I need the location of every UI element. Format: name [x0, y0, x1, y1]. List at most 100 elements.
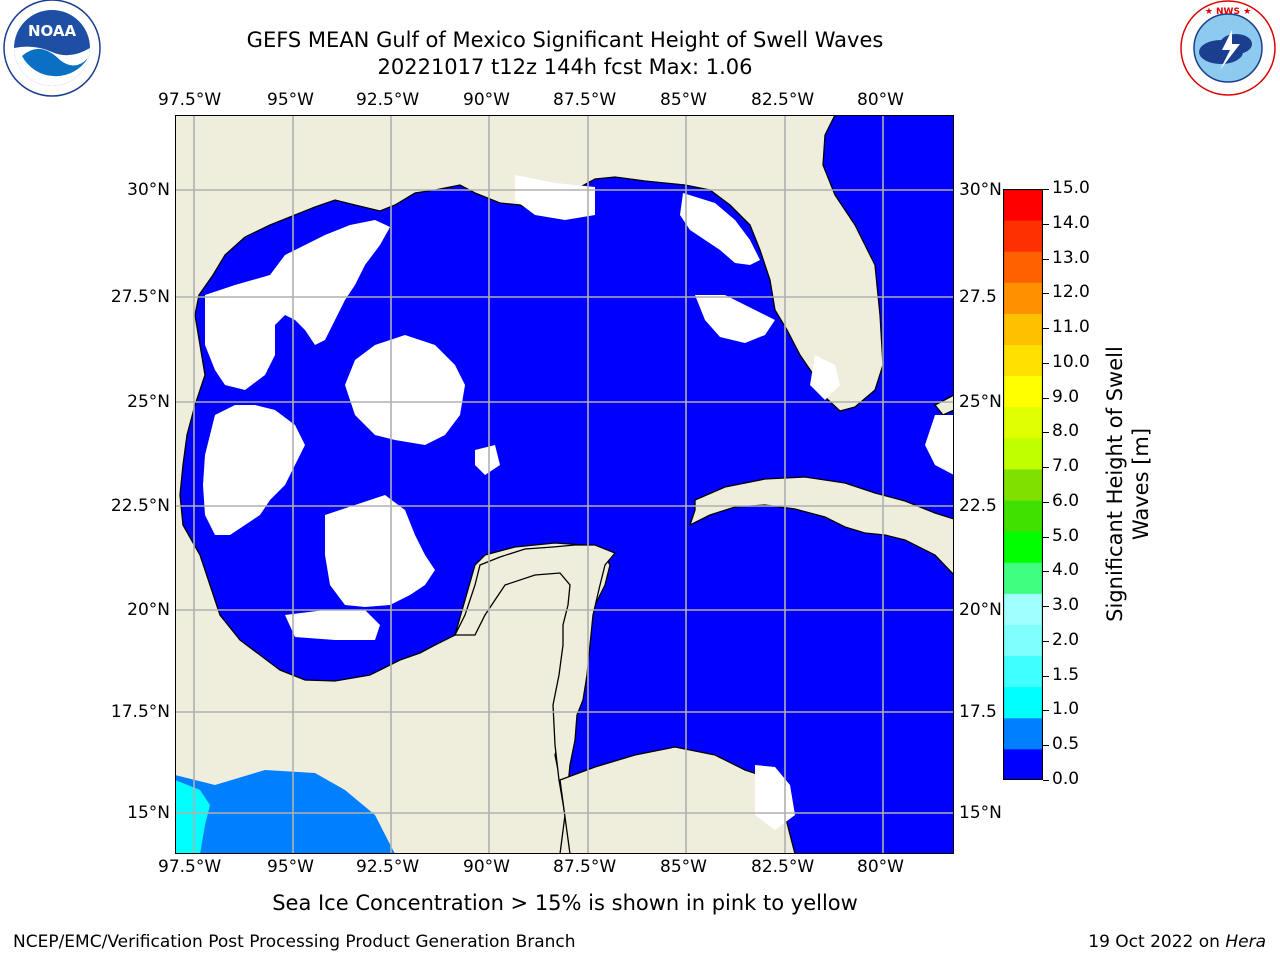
lon-label-bottom: 97.5°W [158, 857, 222, 877]
colorbar-segment [1003, 220, 1043, 252]
svg-text:★ NWS ★: ★ NWS ★ [1205, 7, 1251, 17]
colorbar-segment [1003, 624, 1043, 657]
lon-label-top: 95°W [267, 90, 314, 110]
central-america-land [453, 544, 617, 855]
colorbar-tick-mark [1043, 606, 1049, 608]
colorbar-segment [1003, 531, 1043, 563]
colorbar-tick-mark [1043, 710, 1049, 712]
lon-label-top: 90°W [463, 90, 510, 110]
colorbar-segment [1003, 313, 1043, 346]
colorbar-tick-mark [1043, 467, 1049, 469]
colorbar-tick-label: 2.0 [1052, 629, 1080, 650]
colorbar-tick-label: 8.0 [1052, 421, 1080, 442]
lat-label-right: 25°N [959, 392, 1002, 412]
colorbar-tick-mark [1043, 328, 1049, 330]
colorbar-tick-mark [1043, 362, 1049, 364]
colorbar-tick-label: 7.0 [1052, 456, 1080, 477]
calm-sea-patches [203, 175, 954, 830]
footer-right: 19 Oct 2022 on Hera [1088, 932, 1266, 952]
lat-label-left: 25°N [127, 392, 170, 412]
colorbar-segment [1003, 406, 1043, 439]
colorbar-segment [1003, 748, 1043, 781]
title-line-1: GEFS MEAN Gulf of Mexico Significant Hei… [246, 28, 884, 52]
colorbar-tick-mark [1043, 536, 1049, 538]
colorbar-segment [1003, 500, 1043, 532]
footer-date: 19 Oct 2022 on [1088, 932, 1226, 952]
lat-label-right: 22.5 [959, 496, 997, 516]
lat-label-right: 15°N [959, 803, 1002, 823]
colorbar-tick-label: 5.0 [1052, 525, 1080, 546]
lat-label-left: 20°N [127, 600, 170, 620]
colorbar-tick-mark [1043, 258, 1049, 260]
colorbar-tick-mark [1043, 293, 1049, 295]
colorbar-tick-label: 1.0 [1052, 699, 1080, 720]
colorbar-tick-mark [1043, 745, 1049, 747]
lon-label-bottom: 82.5°W [751, 857, 815, 877]
lat-label-left: 17.5°N [110, 702, 170, 722]
lon-label-bottom: 90°W [463, 857, 510, 877]
lat-label-right: 30°N [959, 180, 1002, 200]
colorbar-tick-mark [1043, 223, 1049, 225]
lat-label-left: 15°N [127, 803, 170, 823]
map-panel [174, 114, 955, 855]
lon-label-top: 92.5°W [356, 90, 420, 110]
title-line-2: 20221017 t12z 144h fcst Max: 1.06 [377, 55, 753, 79]
graticule [175, 115, 954, 854]
lat-label-right: 27.5 [959, 287, 997, 307]
lon-label-bottom: 92.5°W [356, 857, 420, 877]
lon-label-top: 85°W [660, 90, 707, 110]
pacific-swell-0p5 [175, 770, 395, 854]
colorbar-tick-label: 3.0 [1052, 595, 1080, 616]
colorbar-tick-label: 6.0 [1052, 490, 1080, 511]
lat-label-left: 22.5°N [110, 496, 170, 516]
cuba-land [688, 476, 955, 577]
sea-ice-note: Sea Ice Concentration > 15% is shown in … [272, 891, 858, 915]
colorbar [1002, 188, 1044, 781]
lat-label-right: 17.5 [959, 702, 997, 722]
colorbar-tick-mark [1043, 189, 1049, 190]
colorbar-frame [1002, 188, 1044, 781]
colorbar-segment [1003, 282, 1043, 314]
colorbar-tick-label: 14.0 [1052, 212, 1090, 233]
lon-label-top: 80°W [857, 90, 904, 110]
colorbar-tick-label: 12.0 [1052, 282, 1090, 303]
colorbar-title-line-1: Significant Height of Swell [1103, 346, 1127, 622]
colorbar-segment [1003, 189, 1043, 221]
colorbar-tick-label: 0.5 [1052, 734, 1080, 755]
colorbar-tick-label: 15.0 [1052, 178, 1090, 198]
lon-label-top: 97.5°W [158, 90, 222, 110]
lon-label-bottom: 95°W [267, 857, 314, 877]
colorbar-tick-label: 9.0 [1052, 386, 1080, 407]
colorbar-segment [1003, 655, 1043, 688]
colorbar-segment [1003, 593, 1043, 625]
colorbar-tick-mark [1043, 501, 1049, 503]
colorbar-segment [1003, 717, 1043, 750]
colorbar-tick-mark [1043, 571, 1049, 573]
colorbar-tick-label: 0.0 [1052, 769, 1080, 789]
lon-label-bottom: 80°W [857, 857, 904, 877]
gulf-map [174, 114, 955, 855]
pacific-swell-1p0 [175, 780, 210, 854]
lat-label-left: 27.5°N [110, 287, 170, 307]
colorbar-title: Significant Height of Swell Waves [m] [1102, 324, 1154, 644]
lon-label-top: 87.5°W [553, 90, 617, 110]
colorbar-tick-mark [1043, 432, 1049, 434]
colorbar-segment [1003, 251, 1043, 283]
colorbar-segment [1003, 686, 1043, 719]
colorbar-tick-label: 13.0 [1052, 247, 1090, 268]
colorbar-tick-label: 11.0 [1052, 317, 1090, 338]
lon-label-bottom: 87.5°W [553, 857, 617, 877]
colorbar-tick-mark [1043, 780, 1049, 781]
footer-left: NCEP/EMC/Verification Post Processing Pr… [13, 932, 576, 952]
colorbar-tick-label: 1.5 [1052, 664, 1080, 685]
lat-label-right: 20°N [959, 600, 1002, 620]
noaa-logo-text: NOAA [28, 22, 77, 40]
lon-label-top: 82.5°W [751, 90, 815, 110]
lat-label-left: 30°N [127, 180, 170, 200]
colorbar-tick-label: 4.0 [1052, 560, 1080, 581]
colorbar-tick-mark [1043, 397, 1049, 399]
colorbar-title-line-2: Waves [m] [1129, 427, 1153, 541]
colorbar-segment [1003, 468, 1043, 501]
nws-logo: ★ NWS ★ [1176, 0, 1280, 100]
colorbar-segment [1003, 437, 1043, 470]
